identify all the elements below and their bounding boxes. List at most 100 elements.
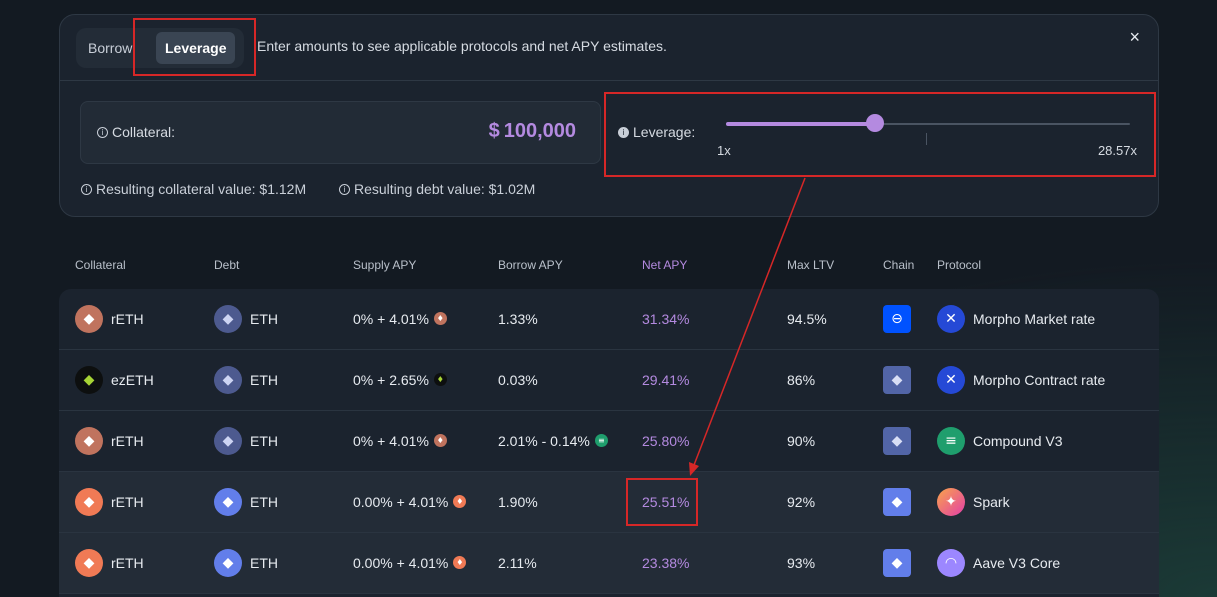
currency-symbol: $ <box>488 120 500 142</box>
col-debt[interactable]: Debt <box>214 258 240 272</box>
eth-token-icon: ◆ <box>214 549 242 577</box>
net-apy-cell: 29.41% <box>642 372 690 388</box>
eth-token-icon: ◆ <box>214 305 242 333</box>
protocol-cell: Morpho Contract rate <box>973 372 1106 388</box>
reth-token-icon: ◆ <box>75 488 103 516</box>
leverage-max: 28.57x <box>1097 143 1137 158</box>
collateral-cell: rETH <box>111 494 144 510</box>
resulting-debt-text: Resulting debt value: $1.02M <box>354 181 536 197</box>
ethereum-chain-icon: ◆ <box>883 488 911 516</box>
borrow-apy-value: 2.01% - 0.14% <box>498 433 590 449</box>
borrow-apy-cell: 0.03% <box>498 372 538 388</box>
col-borrow-apy[interactable]: Borrow APY <box>498 258 563 272</box>
col-protocol[interactable]: Protocol <box>937 258 982 272</box>
panel-header: Borrow Leverage Enter amounts to see app… <box>60 15 1158 81</box>
morpho-protocol-icon: ✕ <box>937 366 965 394</box>
compound-reward-icon: ≡ <box>594 434 608 448</box>
info-icon: i <box>339 183 350 195</box>
collateral-input-box[interactable]: i Collateral: $100,000 <box>80 101 601 164</box>
collateral-label: i Collateral: <box>97 124 175 140</box>
ethereum-chain-icon: ◆ <box>883 427 911 455</box>
hint-text: Enter amounts to see applicable protocol… <box>257 38 667 54</box>
info-icon: i <box>618 126 629 138</box>
protocol-cell: Spark <box>973 494 1010 510</box>
eth-token-icon: ◆ <box>214 488 242 516</box>
resulting-collateral-text: Resulting collateral value: $1.12M <box>96 181 307 197</box>
collateral-cell: ezETH <box>111 372 154 388</box>
tab-borrow[interactable]: Borrow <box>88 40 133 56</box>
collateral-amount-value: 100,000 <box>503 120 576 142</box>
supply-apy-cell: 0.00% + 4.01% ♦ <box>353 533 467 593</box>
supply-apy-cell: 0% + 2.65% ♦ <box>353 350 447 410</box>
slider-fill <box>726 122 876 126</box>
mode-tabs: Borrow Leverage <box>76 28 244 68</box>
close-icon[interactable]: × <box>1129 27 1140 47</box>
collateral-label-text: Collateral: <box>112 124 176 140</box>
protocol-cell: Aave V3 Core <box>973 555 1061 571</box>
reth-reward-icon: ♦ <box>453 495 467 509</box>
leverage-min: 1x <box>717 143 731 158</box>
net-apy-cell: 31.34% <box>642 311 690 327</box>
tab-leverage[interactable]: Leverage <box>156 32 236 64</box>
debt-cell: ETH <box>250 494 278 510</box>
eth-token-icon: ◆ <box>214 366 242 394</box>
net-apy-cell: 23.38% <box>642 555 690 571</box>
leverage-label-text: Leverage: <box>633 124 696 140</box>
supply-apy-value: 0% + 2.65% <box>353 372 429 388</box>
ethereum-chain-icon: ◆ <box>883 366 911 394</box>
morpho-protocol-icon: ✕ <box>937 305 965 333</box>
slider-handle[interactable] <box>866 114 885 132</box>
reth-token-icon: ◆ <box>75 427 103 455</box>
supply-apy-cell: 0% + 4.01% ♦ <box>353 411 447 471</box>
col-max-ltv[interactable]: Max LTV <box>787 258 835 272</box>
collateral-cell: rETH <box>111 555 144 571</box>
max-ltv-cell: 93% <box>787 555 816 571</box>
max-ltv-cell: 90% <box>787 433 816 449</box>
aave-protocol-icon: ◠ <box>937 549 965 577</box>
borrow-apy-cell: 1.90% <box>498 494 538 510</box>
leverage-panel: Borrow Leverage Enter amounts to see app… <box>59 14 1159 217</box>
slider-tick <box>926 133 927 145</box>
table-row[interactable]: ◆ rETH ◆ ETH 0% + 4.01% ♦ 2.01% - 0.14% ≡ … <box>59 411 1159 472</box>
table-row[interactable]: ◆ rETH ◆ ETH 0.00% + 4.01% ♦ 2.11% 23.38%… <box>59 533 1159 594</box>
debt-cell: ETH <box>250 433 278 449</box>
max-ltv-cell: 94.5% <box>787 311 827 327</box>
spark-protocol-icon: ✦ <box>937 488 965 516</box>
col-net-apy[interactable]: Net APY <box>642 258 688 272</box>
supply-apy-cell: 0.00% + 4.01% ♦ <box>353 472 467 532</box>
collateral-amount[interactable]: $100,000 <box>489 120 576 143</box>
col-chain[interactable]: Chain <box>883 258 915 272</box>
debt-cell: ETH <box>250 555 278 571</box>
net-apy-cell: 25.80% <box>642 433 690 449</box>
reth-token-icon: ◆ <box>75 549 103 577</box>
supply-apy-value: 0% + 4.01% <box>353 311 429 327</box>
ethereum-chain-icon: ◆ <box>883 549 911 577</box>
table-header: Collateral Debt Supply APY Borrow APY Ne… <box>0 258 1217 274</box>
debt-cell: ETH <box>250 311 278 327</box>
supply-apy-value: 0.00% + 4.01% <box>353 494 449 510</box>
leverage-slider[interactable] <box>726 114 1130 145</box>
protocol-cell: Morpho Market rate <box>973 311 1096 327</box>
collateral-cell: rETH <box>111 433 144 449</box>
col-supply-apy[interactable]: Supply APY <box>353 258 417 272</box>
table-row[interactable]: ◆ rETH ◆ ETH 0% + 4.01% ♦ 1.33% 31.34% 94… <box>59 289 1159 350</box>
net-apy-cell: 25.51% <box>642 494 690 510</box>
table-row[interactable]: ◆ ezETH ◆ ETH 0% + 2.65% ♦ 0.03% 29.41% 8… <box>59 350 1159 411</box>
resulting-collateral: i Resulting collateral value: $1.12M <box>81 181 306 197</box>
borrow-apy-cell: 2.01% - 0.14% ≡ <box>498 411 608 471</box>
max-ltv-cell: 86% <box>787 372 816 388</box>
supply-apy-value: 0.00% + 4.01% <box>353 555 449 571</box>
reth-reward-icon: ♦ <box>433 434 447 448</box>
reth-token-icon: ◆ <box>75 305 103 333</box>
resulting-debt: i Resulting debt value: $1.02M <box>339 181 535 197</box>
max-ltv-cell: 92% <box>787 494 816 510</box>
col-collateral[interactable]: Collateral <box>75 258 126 272</box>
table-row[interactable]: ◆ rETH ◆ ETH 0.00% + 4.01% ♦ 1.90% 25.51%… <box>59 472 1159 533</box>
debt-cell: ETH <box>250 372 278 388</box>
results-table: ◆ rETH ◆ ETH 0% + 4.01% ♦ 1.33% 31.34% 94… <box>59 289 1159 597</box>
protocol-cell: Compound V3 <box>973 433 1063 449</box>
compound-protocol-icon: ≡ <box>937 427 965 455</box>
supply-apy-value: 0% + 4.01% <box>353 433 429 449</box>
ezeth-token-icon: ◆ <box>75 366 103 394</box>
info-icon: i <box>81 183 92 195</box>
